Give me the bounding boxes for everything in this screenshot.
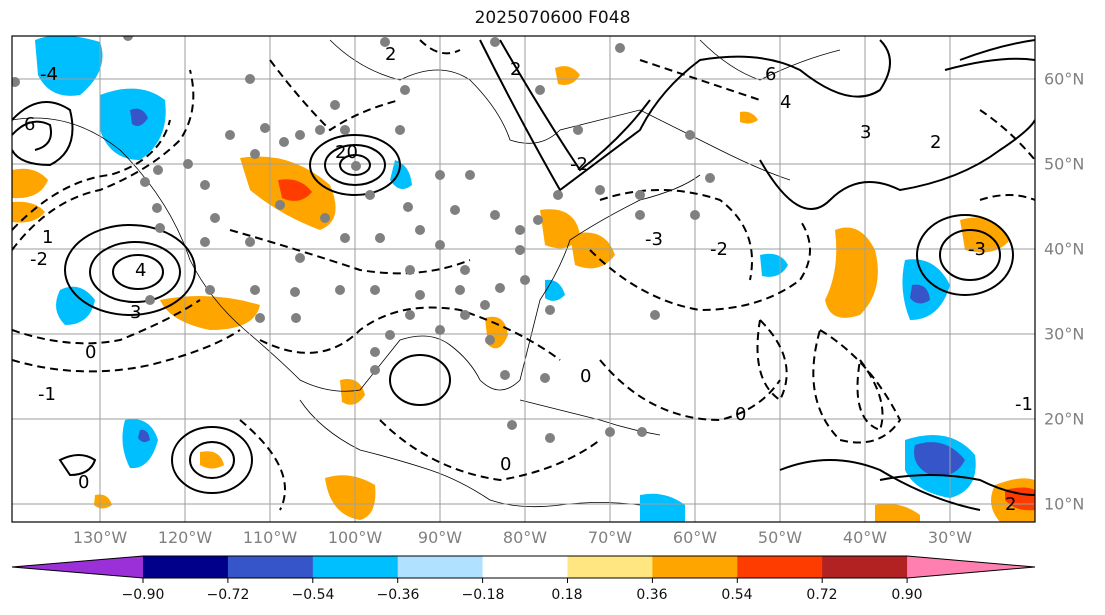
- colorbar-tick-label: 0.72: [806, 587, 838, 603]
- colorbar-swatch: [482, 556, 568, 578]
- colorbar-tick-label: −0.36: [376, 587, 420, 603]
- orange-region: [555, 66, 580, 85]
- colorbar: [11, 555, 1036, 583]
- orange-region: [94, 494, 112, 509]
- contour-label: 0: [580, 366, 591, 387]
- longitude-label: 90°W: [417, 528, 463, 547]
- contour-label: -3: [645, 229, 663, 250]
- solid-contours: [12, 39, 1035, 511]
- contour-label: 0: [78, 472, 89, 493]
- map-title: 2025070600 F048: [474, 8, 631, 28]
- colorbar-swatch: [397, 556, 484, 578]
- latitude-label: 30°N: [1044, 324, 1085, 344]
- colorbar-tick-label: −0.54: [291, 587, 335, 603]
- contour-label: -2: [710, 239, 728, 260]
- darkblue-region: [910, 284, 930, 304]
- colorbar-tick-label: 0.18: [551, 587, 583, 603]
- contour-label: 2: [385, 44, 396, 65]
- orange-region: [875, 503, 920, 522]
- colorbar-swatch: [567, 556, 653, 578]
- colorbar-extension-high: [907, 556, 1035, 578]
- darkblue-region: [130, 108, 148, 126]
- longitude-label: 100°W: [327, 528, 383, 547]
- latitude-label: 20°N: [1044, 409, 1085, 429]
- longitude-label: 80°W: [502, 528, 548, 547]
- colorbar-tick-label: 0.36: [636, 587, 668, 603]
- contour-label: 4: [135, 260, 146, 281]
- longitude-label: 30°W: [927, 528, 973, 547]
- station-dots: [12, 36, 715, 443]
- colorbar-tick-label: 0.90: [891, 587, 923, 603]
- orange-region: [200, 451, 224, 469]
- longitude-label: 50°W: [757, 528, 803, 547]
- map-layer: -4 -3 -2 -2 -2 -1 0 0 0 0 0 1 2 2 2 3 3 …: [12, 36, 1035, 522]
- contour-label: 3: [860, 122, 871, 143]
- contour-label: -1: [38, 384, 56, 405]
- colorbar-extension-low: [12, 556, 143, 578]
- orange-region: [12, 168, 48, 199]
- blue-region: [390, 160, 412, 189]
- latitude-label: 10°N: [1044, 494, 1085, 514]
- colorbar-swatch: [143, 556, 229, 578]
- orange-region: [325, 475, 376, 520]
- red-region: [278, 179, 312, 201]
- contour-labels: -4 -3 -2 -2 -2 -1 0 0 0 0 0 1 2 2 2 3 3 …: [24, 44, 1033, 515]
- latitude-label: 40°N: [1044, 239, 1085, 259]
- orange-region: [160, 296, 260, 330]
- latitude-label: 50°N: [1044, 154, 1085, 174]
- orange-region: [825, 227, 878, 318]
- darkblue-region: [138, 429, 150, 443]
- colorbar-swatch: [652, 556, 738, 578]
- contour-label: 2: [1005, 494, 1016, 515]
- darkblue-region: [914, 442, 965, 476]
- colorbar-swatch: [227, 556, 314, 578]
- contour-label: -4: [40, 64, 58, 85]
- blue-region: [35, 36, 103, 96]
- blue-region: [122, 419, 158, 469]
- colorbar-tick-label: 0.54: [721, 587, 753, 603]
- colorbar-tick-label: −0.72: [206, 587, 250, 603]
- colorbar-tick-label: −0.18: [461, 587, 505, 603]
- longitude-label: 40°W: [842, 528, 888, 547]
- orange-region: [340, 379, 365, 405]
- colorbar-swatch: [737, 556, 823, 578]
- colorbar-tick-label: −0.90: [121, 587, 165, 603]
- contour-label: -3: [968, 239, 986, 260]
- longitude-label: 120°W: [157, 528, 213, 547]
- blue-region: [545, 279, 565, 301]
- contour-label: -1: [1015, 394, 1033, 415]
- longitude-label: 130°W: [72, 528, 128, 547]
- colorbar-swatch: [822, 556, 908, 578]
- orange-region: [540, 209, 580, 249]
- longitude-label: 70°W: [587, 528, 633, 547]
- contour-label: -2: [570, 154, 588, 175]
- contour-label: 2: [930, 132, 941, 153]
- dashed-contours: [12, 39, 1035, 511]
- contour-label: 0: [500, 454, 511, 475]
- contour-label: 6: [24, 114, 35, 135]
- contour-label: 6: [765, 64, 776, 85]
- latitude-label: 60°N: [1044, 69, 1085, 89]
- orange-region: [740, 111, 758, 124]
- longitude-label: 110°W: [242, 528, 298, 547]
- longitude-label: 60°W: [672, 528, 718, 547]
- contour-label: 0: [735, 404, 746, 425]
- contour-label: 0: [85, 342, 96, 363]
- contour-label: -2: [30, 249, 48, 270]
- contour-label: 20: [335, 142, 358, 163]
- orange-region: [570, 232, 615, 269]
- colorbar-swatch: [312, 556, 399, 578]
- blue-region: [56, 286, 95, 325]
- contour-label: 2: [510, 59, 521, 80]
- contour-label: 4: [780, 92, 791, 113]
- blue-region: [760, 253, 788, 277]
- map-frame: [11, 35, 1036, 523]
- contour-label: 3: [130, 302, 141, 323]
- blue-region: [640, 493, 685, 522]
- contour-label: 1: [42, 227, 53, 248]
